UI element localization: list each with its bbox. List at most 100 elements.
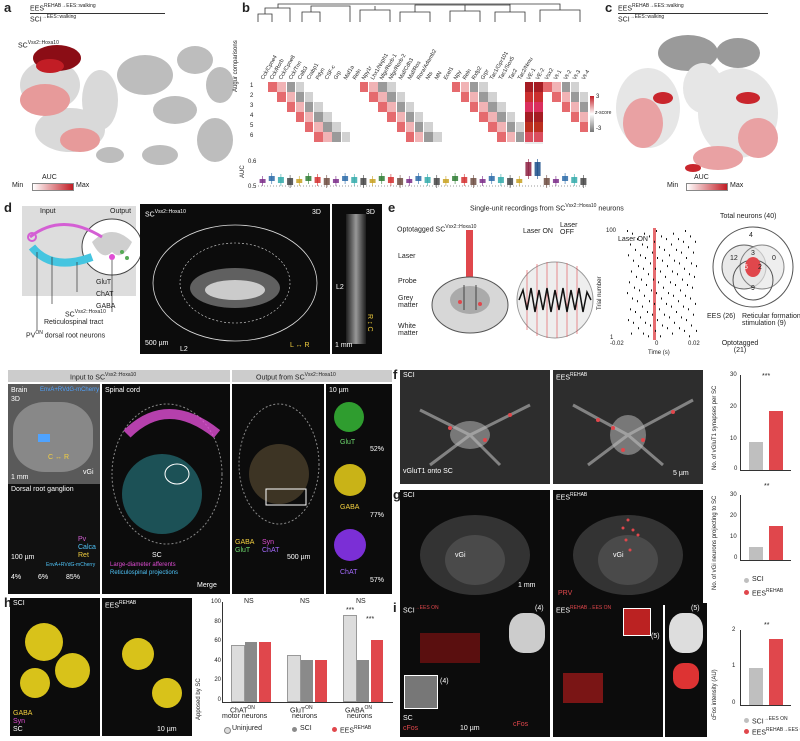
- raster-tick: [664, 313, 665, 316]
- raster-tick: [641, 278, 642, 281]
- raster-tick: [667, 265, 668, 268]
- mid-mm1: 1 mm: [11, 474, 29, 481]
- raster-tick: [650, 262, 651, 265]
- panel-a-label: a: [4, 0, 12, 15]
- heat-row-label: 1: [250, 83, 254, 89]
- heat-row-label: 5: [250, 123, 254, 129]
- panel-e-trial: Trial number: [597, 276, 603, 310]
- panel-i-sci: SCI→EES ON: [403, 605, 439, 615]
- panel-g-sig: **: [764, 483, 770, 490]
- mid-output-header: [232, 370, 392, 382]
- panel-a-legend-gradient: [32, 183, 74, 191]
- raster-tick: [695, 240, 696, 243]
- panel-d-lr: L ↔ R: [290, 342, 310, 349]
- mid-enva: EnvA+RVdG-mCherry: [40, 387, 100, 393]
- mid-chat-pct: 57%: [370, 577, 385, 584]
- panel-e-opto: Optotagged SCVsx2::Hoxa10: [397, 224, 477, 234]
- raster-tick: [637, 238, 638, 241]
- panel-h-legend-swatch-3: [332, 727, 337, 732]
- panel-i-sc: SC: [403, 715, 413, 722]
- raster-tick: [669, 254, 670, 257]
- raster-tick: [693, 251, 694, 254]
- panel-e-trace-circle: [516, 261, 594, 339]
- raster-tick: [694, 275, 695, 278]
- panel-h-label: h: [4, 595, 12, 610]
- raster-tick: [661, 297, 662, 300]
- panel-f-caption: vGluT1 onto SC: [403, 468, 453, 475]
- panel-e-total: Total neurons (40): [720, 213, 777, 220]
- raster-tick: [690, 235, 691, 238]
- raster-tick: [628, 319, 629, 322]
- panel-h-legend-swatch-1: [224, 727, 231, 734]
- raster-tick: [683, 305, 684, 308]
- panel-e-venn-6: 9: [751, 285, 755, 292]
- panel-h-ytick: 80: [214, 618, 221, 625]
- raster-tick: [689, 335, 690, 338]
- panel-d-input: Input: [40, 208, 56, 215]
- panel-i-yt-1: 1: [732, 663, 736, 669]
- raster-tick: [644, 232, 645, 235]
- panel-d-output: Output: [110, 208, 132, 215]
- panel-e-optot: Optotagged (21): [721, 340, 759, 354]
- panel-a-legend-max: Max: [76, 182, 90, 189]
- panel-g-legend-ees-swatch: [744, 590, 749, 595]
- raster-tick: [651, 289, 652, 292]
- panel-a-umap: [20, 45, 234, 165]
- raster-tick: [672, 270, 673, 273]
- panel-h-sig-2: ***: [366, 616, 375, 623]
- panel-h-bar: [259, 642, 271, 702]
- panel-i-bar-sci: [749, 667, 763, 705]
- raster-tick: [668, 292, 669, 295]
- heat-row-label: 6: [250, 133, 254, 139]
- panel-e-xt-1: -0.02: [610, 341, 624, 347]
- raster-tick: [679, 327, 680, 330]
- mid-glut-pct: 52%: [370, 446, 385, 453]
- raster-tick: [656, 230, 657, 232]
- panel-b-auc-tick-2: 0.5: [248, 184, 257, 190]
- mid-um10: 10 µm: [329, 387, 349, 394]
- mid-large: Large-diameter afferents: [110, 562, 176, 568]
- panel-e-venn-4: 5: [744, 264, 748, 271]
- raster-tick: [673, 232, 674, 235]
- panel-d-schematic: [27, 218, 142, 330]
- mid-output-title: Output from SCVsx2::Hoxa10: [256, 372, 336, 382]
- panel-e-laser: Laser: [398, 253, 416, 260]
- panel-d-label: d: [4, 200, 12, 215]
- raster-tick: [638, 327, 639, 330]
- mid-chat-2: ChAT: [340, 569, 358, 576]
- raster-tick: [658, 281, 659, 284]
- raster-tick: [645, 257, 646, 259]
- panel-i-um10: 10 µm: [460, 725, 480, 732]
- raster-tick: [633, 321, 634, 324]
- panel-b-auc-boxplots: [258, 159, 588, 188]
- raster-tick: [629, 281, 630, 284]
- raster-tick: [673, 294, 674, 297]
- panel-g-chart: [740, 495, 791, 561]
- panel-g-bar-sci: [749, 547, 763, 560]
- panel-e-white: White matter: [398, 323, 418, 337]
- panel-a-title-bottom: SCI→EES::walking: [30, 14, 77, 24]
- panel-f-sig: ***: [762, 373, 771, 380]
- raster-tick: [664, 248, 665, 251]
- panel-e-probe: Probe: [398, 278, 417, 285]
- panel-f-image-sci: SCI vGluT1 onto SC: [400, 370, 550, 484]
- panel-b-auc-tick-1: 0.6: [248, 159, 257, 165]
- panel-h-ns-3: NS: [356, 598, 366, 605]
- panel-f-chart: [740, 375, 791, 471]
- panel-h-ytick: 20: [214, 677, 221, 683]
- panel-h-group-1-sub: motor neurons: [222, 713, 268, 720]
- raster-tick: [657, 319, 658, 322]
- panel-f-bar-ees: [769, 411, 783, 470]
- mid-chat: ChAT: [262, 547, 280, 554]
- raster-tick: [630, 308, 631, 311]
- panel-c-divider: [618, 13, 768, 14]
- mid-pv: Pv: [78, 536, 87, 543]
- raster-tick: [633, 259, 634, 262]
- raster-tick: [628, 254, 629, 257]
- panel-e-yt-1: 1: [610, 335, 614, 341]
- panel-e-label: e: [388, 200, 396, 215]
- raster-tick: [644, 294, 645, 297]
- panel-h-ylabel: Apposed by SC: [196, 678, 202, 720]
- raster-tick: [643, 332, 644, 335]
- gene-label: Vt-2: [562, 69, 573, 81]
